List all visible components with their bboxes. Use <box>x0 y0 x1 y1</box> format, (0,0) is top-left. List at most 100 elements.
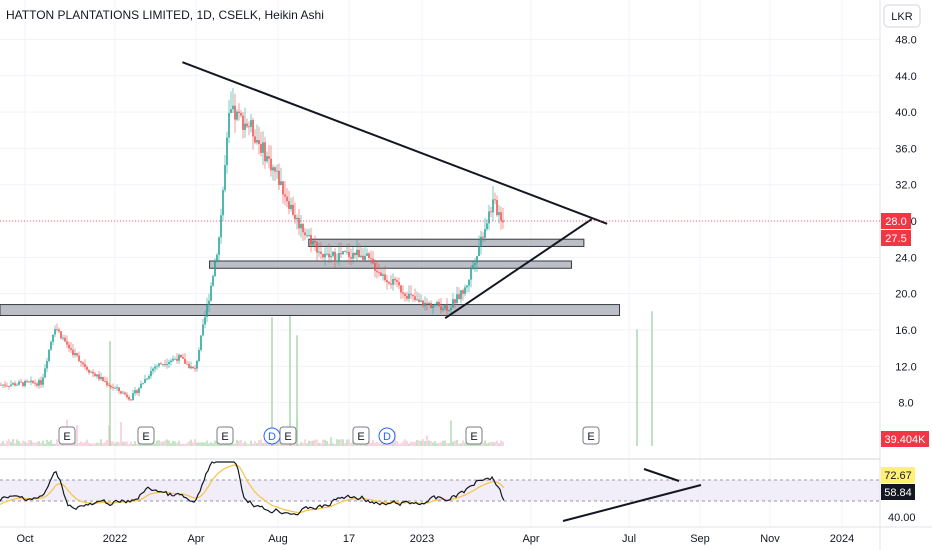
volume-bar <box>206 440 208 446</box>
volume-bar <box>382 443 384 446</box>
rsi-trendline[interactable] <box>562 484 702 522</box>
trendlines[interactable] <box>182 61 608 320</box>
earnings-marker[interactable] <box>352 426 370 445</box>
candle-body <box>154 366 156 369</box>
volume-bar <box>408 443 410 446</box>
volume-bar <box>322 439 324 446</box>
volume-bar <box>438 443 440 446</box>
volume-bar <box>196 442 198 446</box>
zone-rectangle[interactable] <box>308 238 585 247</box>
volume-bar <box>109 341 111 446</box>
candle-body <box>484 229 486 238</box>
volume-bar <box>374 442 376 446</box>
candle-body <box>286 196 288 202</box>
volume-bar <box>328 443 330 446</box>
zone-rectangle[interactable] <box>209 260 572 269</box>
volume-bar <box>58 443 60 446</box>
candle-body <box>30 380 32 382</box>
candle-body <box>400 285 402 293</box>
candle-body <box>388 282 390 284</box>
volume-bar <box>30 440 32 446</box>
candle-body <box>378 272 380 274</box>
volume-bar <box>260 439 262 446</box>
candle-body <box>420 300 422 302</box>
candle-body <box>482 236 484 238</box>
rsi-trendline[interactable] <box>643 468 680 482</box>
volume-bar <box>404 439 406 446</box>
support-resistance-zones[interactable] <box>0 238 621 316</box>
volume-bar <box>22 440 24 446</box>
candle-body <box>214 261 216 277</box>
candle-body <box>188 363 190 369</box>
earnings-marker[interactable] <box>137 426 155 445</box>
volume-bar <box>238 440 240 446</box>
candle-body <box>46 361 48 369</box>
earnings-marker[interactable] <box>465 426 483 445</box>
candle-body <box>78 355 80 362</box>
volume-bar <box>126 441 128 446</box>
volume-bar <box>406 441 408 446</box>
volume-bar <box>176 442 178 446</box>
candle-body <box>138 388 140 393</box>
earnings-marker[interactable] <box>582 426 600 445</box>
candle-body <box>96 374 98 377</box>
candle-body <box>202 324 204 336</box>
trendline[interactable] <box>444 218 593 320</box>
volume-bar <box>170 443 172 446</box>
dividend-marker[interactable] <box>378 427 396 445</box>
zone-rectangle[interactable] <box>0 304 621 316</box>
candle-body <box>252 120 254 137</box>
candle-body <box>74 353 76 355</box>
candle-body <box>144 379 146 384</box>
candle-body <box>296 217 298 220</box>
candle-body <box>476 256 478 263</box>
volume-bar <box>100 439 102 446</box>
volume-bar <box>289 315 291 446</box>
x-tick-label: Oct <box>16 533 33 545</box>
candle-body <box>36 383 38 386</box>
volume-bar <box>426 435 428 446</box>
volume-bar <box>52 443 54 446</box>
volume-bar <box>252 443 254 446</box>
candle-body <box>368 253 370 259</box>
volume-bar <box>354 443 356 446</box>
volume-bar <box>240 439 242 446</box>
candle-body <box>256 140 258 143</box>
candle-body <box>464 287 466 294</box>
volume-bar <box>488 442 490 446</box>
volume-bar <box>412 441 414 446</box>
candle-body <box>352 252 354 259</box>
volume-bar <box>250 440 252 446</box>
rsi-trendlines[interactable] <box>562 468 702 522</box>
y-tick-label: 16.0 <box>895 325 916 337</box>
earnings-marker[interactable] <box>216 426 234 445</box>
candle-body <box>232 105 234 110</box>
candle-body <box>438 302 440 307</box>
candle-body <box>456 294 458 304</box>
volume-bar <box>448 443 450 446</box>
earnings-marker[interactable] <box>58 426 76 445</box>
volume-bar <box>348 439 350 446</box>
volume-bar <box>384 443 386 446</box>
candle-body <box>76 353 78 356</box>
trendline[interactable] <box>182 61 608 225</box>
volume-bar <box>454 440 456 446</box>
candle-body <box>392 279 394 285</box>
candle-body <box>8 385 10 387</box>
currency-button[interactable]: LKR <box>883 4 921 28</box>
volume-bar <box>460 443 462 446</box>
candle-body <box>34 382 36 384</box>
earnings-marker[interactable] <box>279 426 297 445</box>
time-axis[interactable]: Oct 2022 Apr Aug 17 2023 Apr Jul Sep Nov 2024 <box>16 533 854 545</box>
volume-bar <box>248 443 250 446</box>
volume-bar <box>212 443 214 446</box>
candle-body <box>292 204 294 215</box>
candle-body <box>498 212 500 216</box>
volume-bar <box>358 443 360 446</box>
candle-body <box>254 136 256 143</box>
volume-bar <box>16 439 18 446</box>
candle-body <box>200 335 202 350</box>
candle-body <box>226 137 228 166</box>
candle-body <box>404 293 406 296</box>
